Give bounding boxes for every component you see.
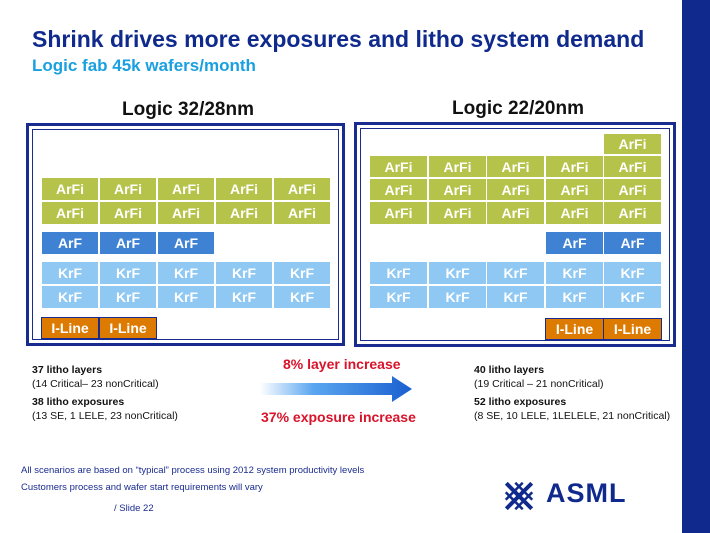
left-panel-cell-arfi: ArFi bbox=[41, 177, 99, 201]
asml-logo-icon bbox=[504, 481, 534, 511]
right-panel-cell-krf: KrF bbox=[603, 285, 662, 309]
right-panel-cell-krf: KrF bbox=[428, 261, 487, 285]
right-panel-cell-iline: I-Line bbox=[545, 318, 604, 340]
left-exposures-detail: (13 SE, 1 LELE, 23 nonCritical) bbox=[32, 410, 178, 422]
page-subtitle: Logic fab 45k wafers/month bbox=[32, 56, 256, 75]
right-panel-cell-arfi: ArFi bbox=[369, 178, 428, 201]
left-panel-cell-krf: KrF bbox=[99, 261, 157, 285]
footnote-scenarios: All scenarios are based on “typical” pro… bbox=[21, 465, 365, 476]
page-title: Shrink drives more exposures and litho s… bbox=[32, 26, 645, 52]
right-panel-cell-krf: KrF bbox=[428, 285, 487, 309]
left-panel-cell-arfi: ArFi bbox=[273, 201, 331, 225]
left-panel-cell-arfi: ArFi bbox=[41, 201, 99, 225]
left-panel-cell-krf: KrF bbox=[273, 285, 331, 309]
right-panel-cell-krf: KrF bbox=[369, 261, 428, 285]
left-panel-cell-arfi: ArFi bbox=[157, 201, 215, 225]
left-panel-cell-arfi: ArFi bbox=[215, 201, 273, 225]
left-panel-cell-iline: I-Line bbox=[41, 317, 99, 339]
left-exposures-title: 38 litho exposures bbox=[32, 396, 125, 408]
right-panel-inner bbox=[360, 128, 670, 341]
left-panel-cell-arfi: ArFi bbox=[99, 201, 157, 225]
right-panel-cell-arfi: ArFi bbox=[486, 201, 545, 225]
left-panel-cell-krf: KrF bbox=[41, 285, 99, 309]
right-panel-cell-arfi: ArFi bbox=[603, 155, 662, 178]
left-panel-cell-arfi: ArFi bbox=[99, 177, 157, 201]
left-panel-cell-arf: ArF bbox=[99, 231, 157, 255]
left-panel-cell-arf: ArF bbox=[41, 231, 99, 255]
left-panel-cell-krf: KrF bbox=[215, 285, 273, 309]
left-panel-cell-arfi: ArFi bbox=[215, 177, 273, 201]
left-layers-detail: (14 Critical– 23 nonCritical) bbox=[32, 378, 159, 390]
right-edge-band bbox=[682, 0, 710, 533]
slide-number: / Slide 22 bbox=[114, 503, 154, 514]
right-panel-cell-arfi: ArFi bbox=[428, 201, 487, 225]
right-panel-cell-arfi: ArFi bbox=[545, 178, 604, 201]
exposure-increase-label: 37% exposure increase bbox=[261, 409, 416, 425]
right-panel-title: Logic 22/20nm bbox=[452, 98, 584, 119]
right-panel-cell-arfi: ArFi bbox=[428, 155, 487, 178]
right-exposures-title: 52 litho exposures bbox=[474, 396, 567, 408]
footnote-customers: Customers process and wafer start requir… bbox=[21, 482, 263, 493]
left-panel-title: Logic 32/28nm bbox=[122, 99, 254, 120]
right-panel-cell-arfi: ArFi bbox=[369, 201, 428, 225]
asml-logo-text: ASML bbox=[546, 478, 627, 508]
right-arrow-icon bbox=[260, 376, 412, 402]
right-panel-cell-arfi: ArFi bbox=[603, 201, 662, 225]
right-panel-cell-arfi: ArFi bbox=[486, 155, 545, 178]
left-panel-cell-arfi: ArFi bbox=[157, 177, 215, 201]
left-panel-cell-iline: I-Line bbox=[99, 317, 157, 339]
left-panel-cell-krf: KrF bbox=[273, 261, 331, 285]
right-panel-cell-krf: KrF bbox=[545, 285, 604, 309]
right-panel-cell-arfi: ArFi bbox=[545, 155, 604, 178]
left-panel-cell-arfi: ArFi bbox=[273, 177, 331, 201]
left-layers-title: 37 litho layers bbox=[32, 364, 103, 376]
right-panel-cell-arfi: ArFi bbox=[486, 178, 545, 201]
right-panel-cell-arfi: ArFi bbox=[545, 201, 604, 225]
right-exposures-detail: (8 SE, 10 LELE, 1LELELE, 21 nonCritical) bbox=[474, 410, 671, 422]
left-panel-cell-krf: KrF bbox=[215, 261, 273, 285]
right-panel-cell-arf: ArF bbox=[603, 231, 662, 255]
right-panel-cell-arfi: ArFi bbox=[428, 178, 487, 201]
left-panel-cell-krf: KrF bbox=[157, 261, 215, 285]
right-panel-cell-arfi: ArFi bbox=[369, 155, 428, 178]
edge-marker-icon bbox=[682, 170, 710, 192]
right-panel-cell-krf: KrF bbox=[486, 285, 545, 309]
right-panel-cell-arfi: ArFi bbox=[603, 133, 662, 155]
left-panel-cell-krf: KrF bbox=[41, 261, 99, 285]
left-panel-cell-krf: KrF bbox=[157, 285, 215, 309]
right-panel-cell-krf: KrF bbox=[486, 261, 545, 285]
right-layers-title: 40 litho layers bbox=[474, 364, 545, 376]
right-panel-cell-arf: ArF bbox=[545, 231, 604, 255]
layer-increase-label: 8% layer increase bbox=[283, 356, 401, 372]
right-panel-cell-arfi: ArFi bbox=[603, 178, 662, 201]
left-panel-cell-krf: KrF bbox=[99, 285, 157, 309]
left-panel-cell-arf: ArF bbox=[157, 231, 215, 255]
right-panel-cell-krf: KrF bbox=[603, 261, 662, 285]
left-panel-inner bbox=[32, 129, 339, 340]
right-panel-cell-krf: KrF bbox=[545, 261, 604, 285]
right-panel-cell-iline: I-Line bbox=[603, 318, 662, 340]
right-panel-cell-krf: KrF bbox=[369, 285, 428, 309]
right-layers-detail: (19 Critical – 21 nonCritical) bbox=[474, 378, 604, 390]
